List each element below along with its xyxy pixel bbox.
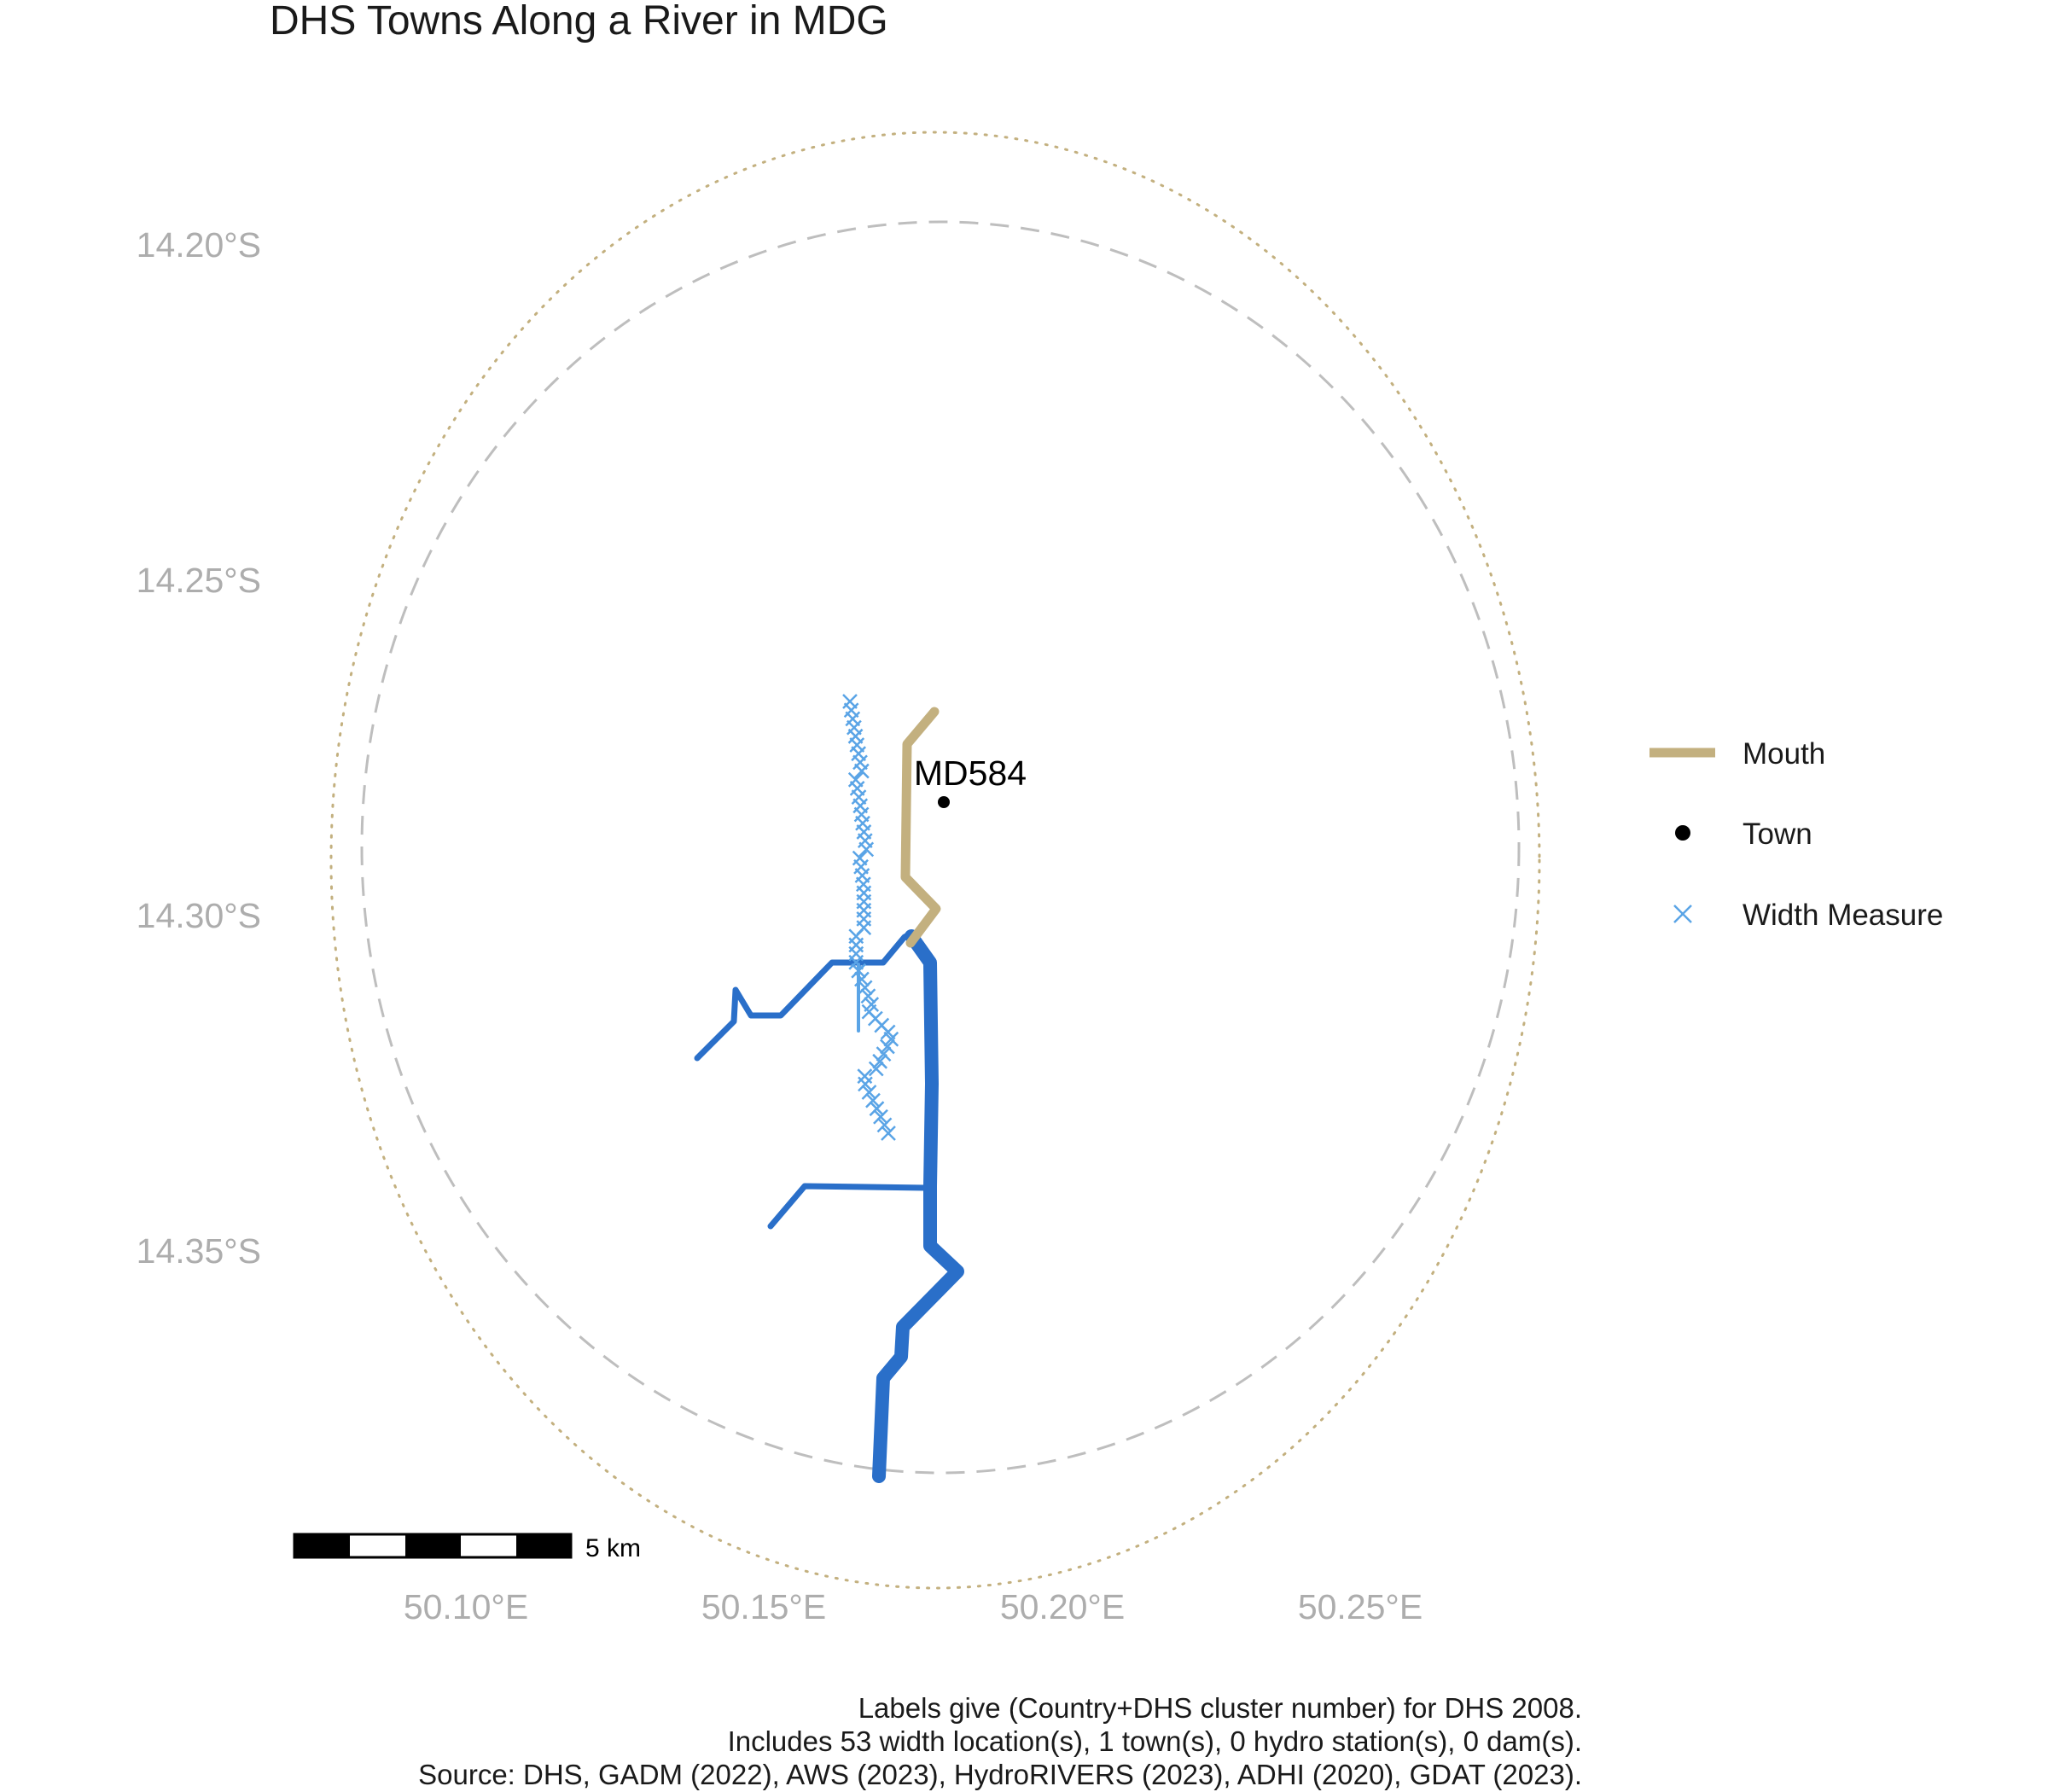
legend-town-swatch (1675, 825, 1690, 841)
river-tributary-southwest (767, 1183, 929, 1230)
width-measure-cross (869, 1101, 885, 1117)
width-measure-cross (876, 1117, 893, 1133)
town-label: MD584 (914, 753, 1027, 793)
x-tick-label: 50.20°E (1000, 1587, 1125, 1626)
width-measure-cross (880, 1039, 895, 1055)
legend-width-label: Width Measure (1743, 899, 1943, 932)
width-measure-cross (881, 1126, 896, 1141)
width-measure-cross (873, 1108, 888, 1125)
river-tributary-west (694, 929, 916, 1062)
width-measure-cross (865, 1092, 881, 1108)
width-measure-cross (868, 1061, 884, 1077)
width-measure-cross (853, 763, 870, 779)
y-tick-label: 14.30°S (137, 896, 261, 935)
y-tick-label: 14.35°S (137, 1231, 261, 1271)
x-axis-labels: 50.10°E 50.15°E 50.20°E 50.25°E (404, 1587, 1423, 1626)
width-measure-cross (883, 1031, 899, 1047)
x-tick-label: 50.15°E (701, 1587, 826, 1626)
width-measure-cross (851, 963, 867, 979)
width-measure-cross (857, 980, 873, 996)
width-measure-cross (861, 1085, 877, 1100)
caption-line-3: Source: DHS, GADM (2022), AWS (2023), Hy… (418, 1759, 1582, 1790)
width-measure-cross (858, 841, 875, 858)
x-tick-label: 50.10°E (404, 1587, 528, 1626)
y-tick-label: 14.20°S (137, 225, 261, 265)
width-measure-cross (854, 971, 870, 987)
width-measure-cross (848, 954, 864, 970)
y-tick-label: 14.25°S (137, 561, 261, 600)
river-mouth-segment (900, 707, 941, 948)
town-point (938, 796, 950, 808)
width-measure-points (842, 694, 899, 1141)
width-measure-cross (860, 988, 876, 1004)
legend-mouth-label: Mouth (1743, 737, 1825, 771)
legend-width-swatch (1673, 905, 1692, 923)
x-tick-label: 50.25°E (1298, 1587, 1423, 1626)
river-main-channel (872, 929, 964, 1483)
legend: Mouth Town Width Measure (1649, 737, 1943, 932)
inner-buffer-circle (360, 220, 1521, 1475)
y-axis-labels: 14.20°S 14.25°S 14.30°S 14.35°S (137, 225, 261, 1271)
caption-line-2: Includes 53 width location(s), 1 town(s)… (728, 1725, 1582, 1757)
river-network (694, 929, 964, 1483)
width-measure-cross (872, 1053, 888, 1069)
scale-bar: 5 km (293, 1533, 641, 1562)
map-title: DHS Towns Along a River in MDG (270, 0, 888, 44)
outer-buffer-circle (329, 131, 1541, 1590)
caption-line-1: Labels give (Country+DHS cluster number)… (858, 1692, 1582, 1724)
width-measure-cross (858, 1076, 873, 1092)
legend-town-label: Town (1743, 817, 1812, 851)
scale-bar-label: 5 km (585, 1534, 641, 1562)
caption: Labels give (Country+DHS cluster number)… (418, 1692, 1582, 1790)
width-measure-cross (876, 1046, 892, 1062)
